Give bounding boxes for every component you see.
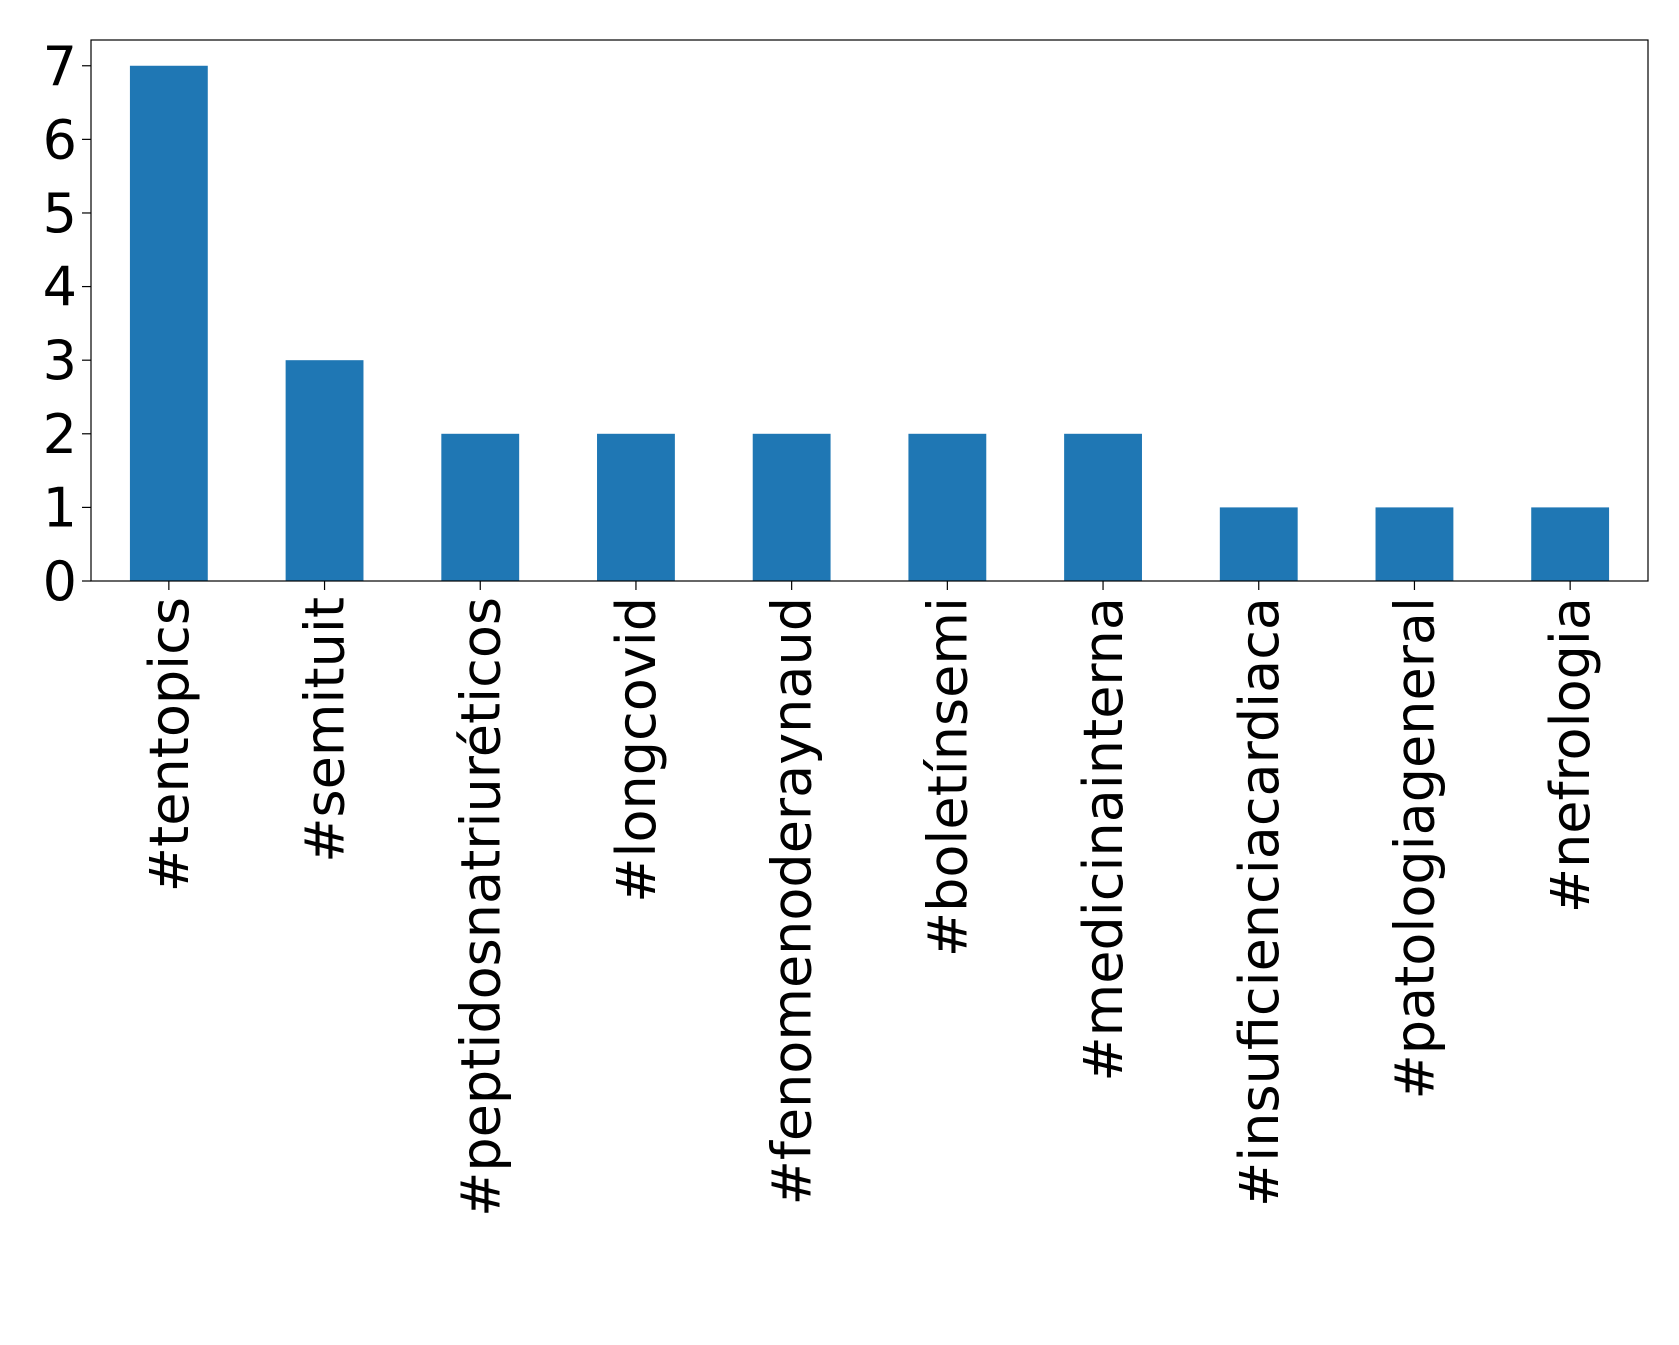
x-tick-label: #boletínsemi xyxy=(916,597,979,957)
bar xyxy=(129,65,208,581)
y-tick-label: 5 xyxy=(43,182,77,245)
x-tick-label: #patologiageneral xyxy=(1383,597,1446,1099)
x-tick-label: #nefrologia xyxy=(1539,597,1602,913)
y-tick-label: 2 xyxy=(43,403,77,466)
y-tick-label: 4 xyxy=(43,256,77,319)
bar xyxy=(752,433,831,581)
x-tick-label: #medicinainterna xyxy=(1072,597,1135,1082)
x-tick-label: #peptidosnatriuréticos xyxy=(449,597,512,1217)
y-tick-label: 1 xyxy=(43,476,77,539)
x-tick-label: #semituit xyxy=(294,597,357,863)
bar xyxy=(1375,507,1454,581)
y-tick-label: 7 xyxy=(43,35,77,98)
x-tick-label: #tentopics xyxy=(138,597,201,892)
bar xyxy=(1064,433,1142,581)
y-tick-label: 3 xyxy=(43,329,77,392)
bar xyxy=(597,433,675,581)
y-tick-label: 0 xyxy=(43,550,77,613)
bar xyxy=(908,433,987,581)
x-tick-label: #longcovid xyxy=(605,597,668,903)
bar xyxy=(1219,507,1298,581)
x-tick-label: #insuficienciacardiaca xyxy=(1228,597,1291,1207)
y-tick-label: 6 xyxy=(43,108,77,171)
bar xyxy=(285,360,364,581)
bar xyxy=(1531,507,1610,581)
axes-frame xyxy=(90,39,1649,582)
x-tick-label: #fenomenoderaynaud xyxy=(761,597,824,1205)
bar xyxy=(441,433,520,581)
